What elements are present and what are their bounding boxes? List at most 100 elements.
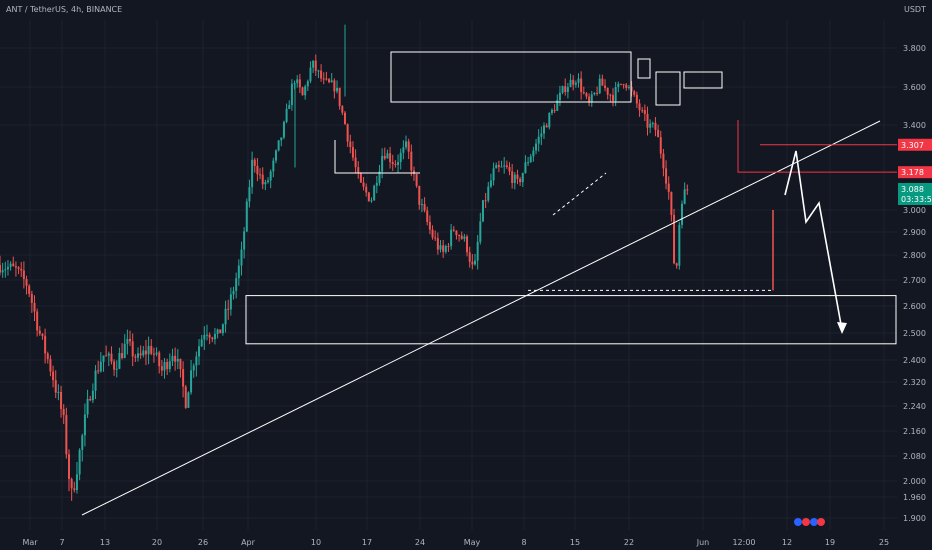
candle-body [492,168,495,181]
chart-grid [0,20,897,530]
candle-body [192,365,195,371]
candle-body [341,106,344,113]
candle-body [36,311,39,331]
time-tick-label: 7 [59,538,64,547]
candle-body [261,174,264,185]
candle-body [529,156,532,163]
candle-body [412,170,415,175]
price-tick-label: 3.800 [903,44,926,53]
candle-body [633,91,636,95]
candle-body [383,155,386,159]
time-tick-label: 15 [570,538,580,547]
drawing-layer[interactable] [81,51,897,516]
price-axis[interactable]: 3.800 3.600 3.400 3.000 2.900 2.800 2.700 2.600… [898,44,932,523]
candle-body [229,294,232,310]
candle-body [121,353,124,359]
candle-body [336,87,339,92]
price-tick-label: 2.500 [903,329,926,338]
candle-body [418,185,421,205]
candle-body [251,159,254,188]
candle-body [253,159,256,166]
candle-body [118,353,121,369]
candle-body [614,87,617,101]
candle-body [168,361,171,370]
candle-body [317,70,320,72]
candle-body [22,270,25,280]
candle-body [686,189,689,191]
candle-body [415,174,418,186]
flags-icon[interactable] [794,518,825,526]
trendline [81,120,881,516]
candle-body [670,191,673,215]
time-tick-label: 26 [198,538,208,547]
candle-body [391,162,394,165]
candle-body [428,221,431,230]
candle-body [301,87,304,96]
candle-body [200,339,203,347]
candle-body [160,366,163,371]
candle-body [543,125,546,134]
candle-body [675,263,678,266]
candle-body [264,182,267,185]
candle-body [439,245,442,250]
time-tick-label: Mar [22,538,38,547]
candle-body [158,352,161,367]
candle-body [328,79,331,83]
candle-body [580,78,583,93]
price-badge-current [898,183,932,205]
candle-body [338,87,341,107]
candle-body [519,178,522,183]
candle-body [296,79,299,84]
candle-body [460,235,463,239]
candle-body [285,108,288,122]
candle-body [248,187,251,202]
candle-body [94,370,97,391]
time-axis[interactable]: Mar 7 13 20 26 Apr 10 17 24 May 8 15 22 Jun 12:00 12 19 2… [22,538,889,547]
candle-body [479,221,482,242]
candle-body [282,121,285,138]
price-tick-label: 2.700 [903,276,926,285]
candle-body [105,355,108,357]
supply-zone-box [683,71,723,89]
candle-body [147,346,150,355]
candle-body [57,391,60,393]
candle-body [665,168,668,184]
candle-body [129,338,132,342]
candle-body [484,200,487,202]
candle-body [343,112,346,125]
candle-body [203,334,206,340]
dashed-trend-line [552,172,607,216]
candle-body [505,165,508,168]
candle-body [452,229,455,231]
candle-body [163,361,166,371]
candle-body [60,391,63,410]
price-tick-label: 2.800 [903,251,926,260]
candle-body [349,141,352,148]
candle-body [216,329,219,334]
range-bracket [334,140,420,174]
price-tick-label: 2.400 [903,356,926,365]
candle-body [609,94,612,96]
candle-body [659,137,662,154]
candle-body [604,85,607,88]
time-tick-label: 22 [624,538,634,547]
candle-body [474,260,477,265]
price-badge-level [898,138,932,151]
time-tick-label: 10 [311,538,321,547]
candle-body [30,293,33,303]
candle-body [28,285,31,294]
price-tick-label: 1.960 [903,493,926,502]
candle-body [617,83,620,88]
candle-body [237,265,240,279]
price-tick-label: 3.600 [903,83,926,92]
candle-body [569,79,572,88]
candle-body [468,252,471,262]
candle-body [259,174,262,176]
candle-body [399,152,402,163]
candle-body [195,356,198,366]
candle-body [219,329,222,334]
candle-body [306,81,309,87]
time-tick-label: 17 [362,538,372,547]
candle-body [62,409,65,416]
